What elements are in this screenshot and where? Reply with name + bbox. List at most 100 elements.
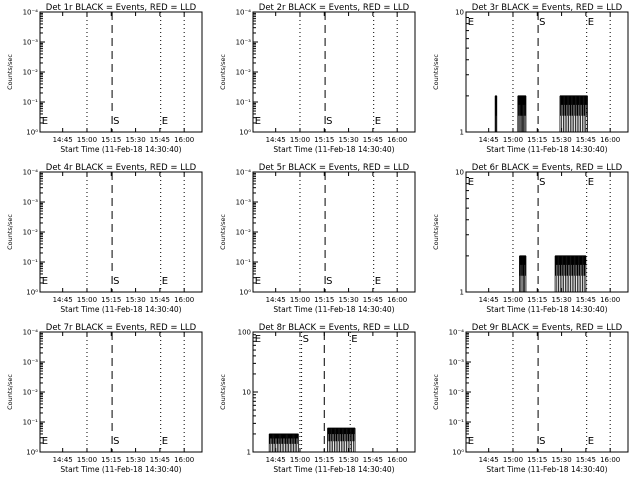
y-axis-label: Counts/sec — [432, 214, 440, 250]
marker-label: E — [468, 17, 474, 28]
marker-label: S — [539, 17, 545, 28]
marker-label: E — [42, 116, 48, 127]
marker-label: E — [468, 177, 474, 188]
x-tick-label: 15:30 — [551, 296, 571, 304]
event-burst — [517, 95, 527, 132]
x-tick-label: 15:30 — [125, 136, 145, 144]
x-tick-label: 16:00 — [387, 136, 407, 144]
y-tick-label: 10⁻¹ — [23, 259, 39, 267]
x-tick-label: 14:45 — [53, 456, 73, 464]
detector-panel-3: Det 3r BLACK = Events, RED = LLD 1 10 14:45… — [432, 3, 629, 154]
y-tick-label: 10⁻⁴ — [449, 329, 465, 337]
x-tick-label: 15:45 — [150, 136, 170, 144]
x-tick-label: 15:45 — [150, 456, 170, 464]
y-tick-label: 10⁻¹ — [23, 99, 39, 107]
panel-title: Det 4r BLACK = Events, RED = LLD — [46, 163, 197, 173]
x-tick-label: 16:00 — [174, 136, 194, 144]
y-tick-label: 1 — [460, 289, 464, 297]
y-tick-label: 10⁰ — [239, 289, 251, 297]
x-tick-label: 14:45 — [266, 296, 286, 304]
y-tick-label: 10⁻² — [236, 229, 252, 237]
y-tick-label: 10⁻³ — [449, 359, 465, 367]
y-axis-label: Counts/sec — [6, 374, 14, 410]
panel-title: Det 6r BLACK = Events, RED = LLD — [472, 163, 623, 173]
x-axis-label: Start Time (11-Feb-18 14:30:40) — [60, 465, 181, 474]
x-tick-label: 15:45 — [576, 136, 596, 144]
x-tick-label: 15:15 — [527, 456, 547, 464]
marker-label: S — [326, 276, 332, 287]
x-tick-label: 15:30 — [125, 456, 145, 464]
y-tick-label: 10⁻⁴ — [23, 9, 39, 17]
marker-label: S — [326, 116, 332, 127]
x-tick-label: 15:00 — [77, 296, 97, 304]
x-tick-label: 16:00 — [600, 456, 620, 464]
y-tick-label: 10⁻² — [23, 69, 39, 77]
x-tick-label: 15:15 — [527, 296, 547, 304]
marker-label: S — [113, 116, 119, 127]
detector-panel-7: Det 7r BLACK = Events, RED = LLD 10⁰ 10⁻¹ 1… — [6, 323, 203, 474]
marker-label: S — [113, 276, 119, 287]
x-tick-label: 15:45 — [363, 136, 383, 144]
y-tick-label: 10⁻² — [236, 69, 252, 77]
y-axis-label: Counts/sec — [219, 374, 227, 410]
marker-label: S — [539, 177, 545, 188]
event-burst — [559, 95, 588, 132]
x-tick-label: 14:45 — [479, 456, 499, 464]
y-tick-label: 10 — [242, 389, 251, 397]
x-tick-label: 14:45 — [266, 456, 286, 464]
event-burst — [494, 95, 498, 132]
x-tick-label: 16:00 — [174, 296, 194, 304]
y-tick-label: 10⁻³ — [23, 359, 39, 367]
x-tick-label: 15:00 — [77, 456, 97, 464]
marker-label: S — [539, 436, 545, 447]
x-tick-label: 15:45 — [576, 456, 596, 464]
panel-title: Det 9r BLACK = Events, RED = LLD — [472, 323, 623, 333]
marker-label: E — [351, 334, 357, 345]
x-tick-label: 14:45 — [479, 136, 499, 144]
marker-label: S — [303, 334, 309, 345]
marker-label: E — [588, 436, 594, 447]
marker-label: E — [588, 177, 594, 188]
detector-panel-5: Det 5r BLACK = Events, RED = LLD 10⁰ 10⁻¹ 1… — [219, 163, 416, 314]
x-tick-label: 15:15 — [101, 136, 121, 144]
x-tick-label: 15:15 — [314, 296, 334, 304]
x-tick-label: 14:45 — [53, 296, 73, 304]
y-tick-label: 10⁰ — [26, 129, 38, 137]
x-tick-label: 15:00 — [503, 456, 523, 464]
marker-label: E — [468, 436, 474, 447]
x-axis-label: Start Time (11-Feb-18 14:30:40) — [60, 305, 181, 314]
panel-title: Det 7r BLACK = Events, RED = LLD — [46, 323, 197, 333]
x-tick-label: 15:00 — [77, 136, 97, 144]
x-tick-label: 15:00 — [290, 456, 310, 464]
y-axis-label: Counts/sec — [432, 54, 440, 90]
y-axis-label: Counts/sec — [432, 374, 440, 410]
detector-panel-1: Det 1r BLACK = Events, RED = LLD 10⁰ 10⁻¹ 1… — [6, 3, 203, 154]
detector-panel-9: Det 9r BLACK = Events, RED = LLD 10⁰ 10⁻¹ 1… — [432, 323, 629, 474]
marker-label: E — [162, 436, 168, 447]
x-axis-label: Start Time (11-Feb-18 14:30:40) — [60, 145, 181, 154]
x-tick-label: 16:00 — [600, 296, 620, 304]
y-tick-label: 1 — [247, 449, 251, 457]
plot-frame — [39, 171, 203, 293]
panel-title: Det 2r BLACK = Events, RED = LLD — [259, 3, 410, 13]
y-tick-label: 10⁻⁴ — [236, 9, 252, 17]
plot-frame — [252, 11, 416, 133]
y-tick-label: 10⁻² — [23, 229, 39, 237]
x-tick-label: 16:00 — [387, 296, 407, 304]
y-tick-label: 10⁻⁴ — [236, 169, 252, 177]
x-tick-label: 15:15 — [101, 456, 121, 464]
x-tick-label: 16:00 — [600, 136, 620, 144]
x-tick-label: 14:45 — [53, 136, 73, 144]
y-axis-label: Counts/sec — [219, 54, 227, 90]
y-tick-label: 10⁰ — [452, 449, 464, 457]
x-tick-label: 15:45 — [576, 296, 596, 304]
y-axis-label: Counts/sec — [6, 54, 14, 90]
x-tick-label: 15:30 — [338, 456, 358, 464]
y-tick-label: 10 — [455, 9, 464, 17]
y-tick-label: 10⁰ — [26, 289, 38, 297]
y-tick-label: 10⁰ — [26, 449, 38, 457]
x-axis-label: Start Time (11-Feb-18 14:30:40) — [273, 145, 394, 154]
panel-title: Det 1r BLACK = Events, RED = LLD — [46, 3, 197, 13]
x-tick-label: 15:15 — [527, 136, 547, 144]
x-axis-label: Start Time (11-Feb-18 14:30:40) — [486, 305, 607, 314]
